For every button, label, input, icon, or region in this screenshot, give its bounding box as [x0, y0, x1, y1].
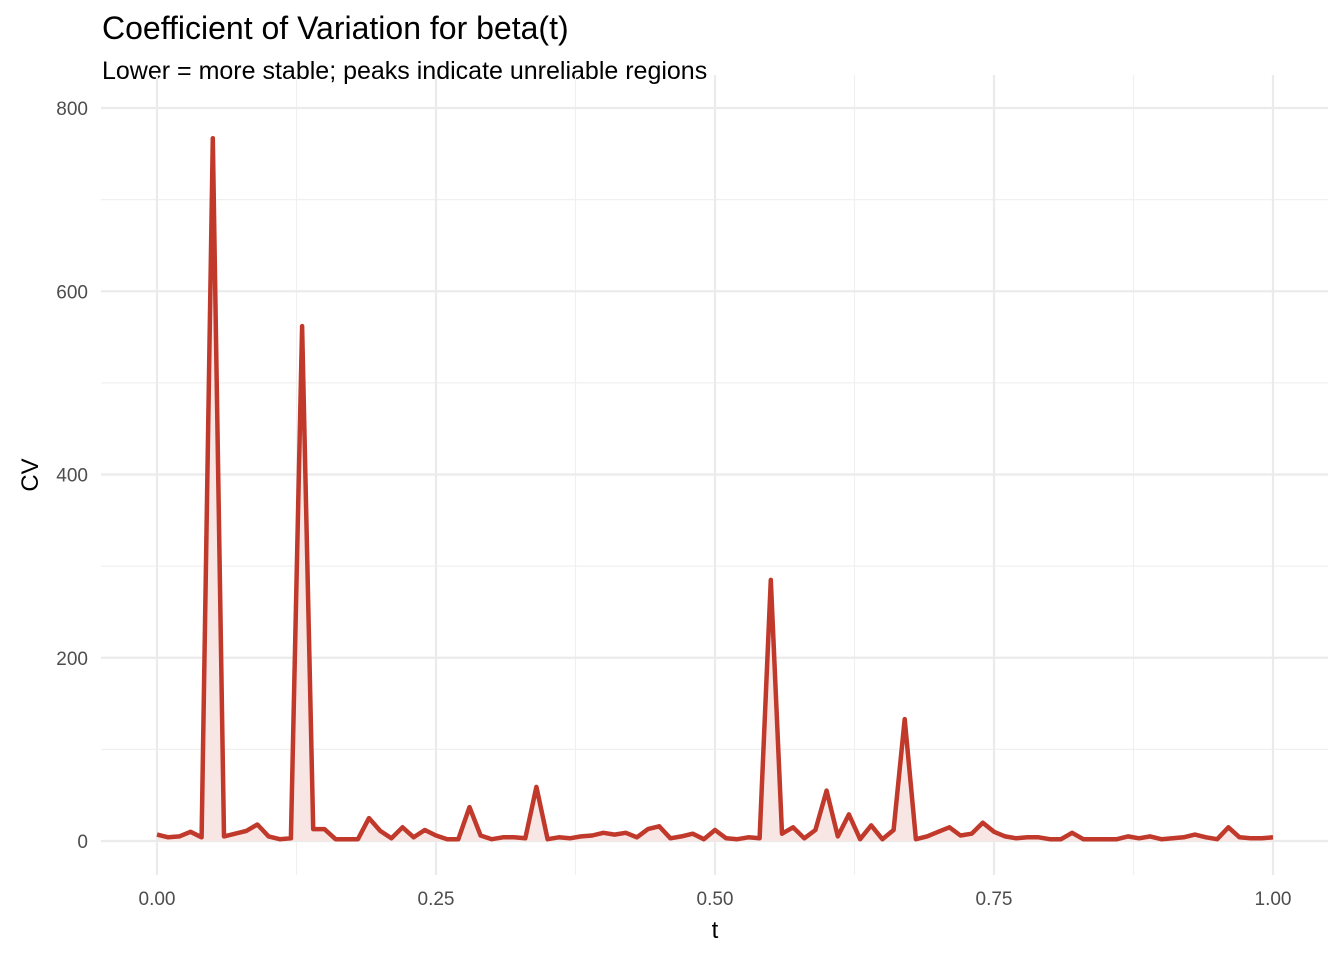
x-tick-label: 0.50 [697, 889, 734, 910]
x-tick-label: 1.00 [1255, 889, 1292, 910]
y-tick-label: 400 [56, 466, 88, 487]
y-tick-label: 0 [77, 832, 88, 853]
y-tick-label: 600 [56, 282, 88, 303]
y-tick-label: 800 [56, 99, 88, 120]
chart-subtitle: Lower = more stable; peaks indicate unre… [102, 57, 708, 85]
x-tick-label: 0.75 [976, 889, 1013, 910]
data-points [156, 138, 1274, 840]
x-tick-label: 0.00 [139, 889, 176, 910]
chart-title: Coefficient of Variation for beta(t) [102, 10, 569, 46]
x-axis-label: t [712, 917, 719, 944]
y-axis-label: CV [17, 458, 44, 491]
x-tick-label: 0.25 [418, 889, 455, 910]
y-tick-label: 200 [56, 649, 88, 670]
